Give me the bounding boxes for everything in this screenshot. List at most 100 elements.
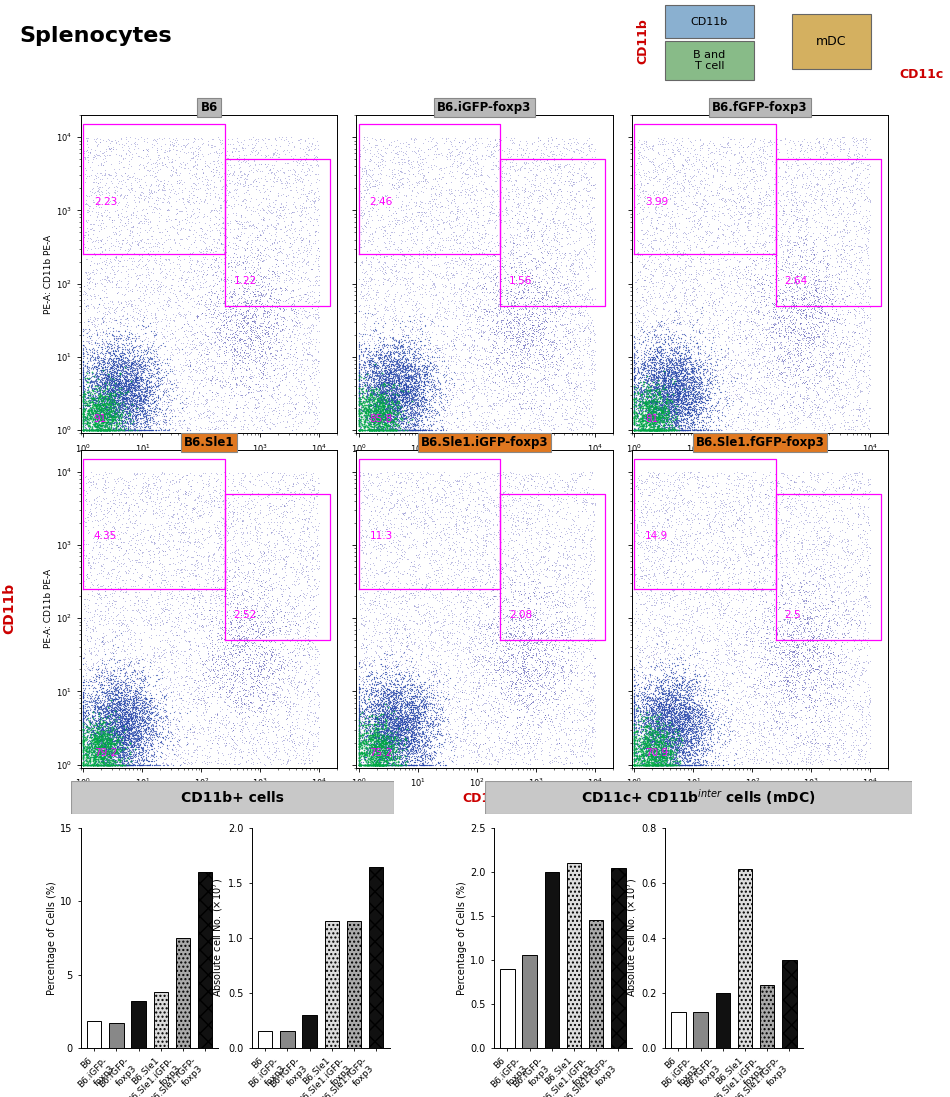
Point [244,324,259,341]
Point [99,713,114,731]
Point [499,329,514,347]
Point [684,714,699,732]
Point [661,391,676,408]
Point [208,595,223,612]
Point [121,712,136,730]
Point [115,721,130,738]
Point [369,363,384,381]
Point [651,708,666,725]
Point [430,256,446,273]
Point [417,377,432,395]
Point [519,691,534,709]
Point [123,135,138,152]
Point [825,165,840,182]
Point [495,743,510,760]
Point [740,581,755,599]
Point [426,406,441,423]
Point [379,701,394,719]
Point [762,284,777,302]
Point [311,216,326,234]
Point [361,756,376,773]
Point [658,685,674,702]
Point [116,740,131,758]
Point [129,361,144,378]
Point [356,630,371,647]
Point [652,352,667,370]
Point [247,517,262,534]
Point [655,349,670,366]
Point [627,711,642,728]
Point [361,357,376,374]
Point [515,348,530,365]
Point [656,723,672,740]
Point [229,644,244,661]
Point [76,635,91,653]
Point [102,394,117,411]
Point [378,725,393,743]
Point [102,710,117,727]
Point [660,364,675,382]
Point [546,370,561,387]
Point [521,601,536,619]
Point [677,389,693,407]
Point [273,161,288,179]
Point [820,412,835,430]
Point [375,505,390,522]
Point [806,652,821,669]
Point [104,756,119,773]
Point [158,690,173,708]
Point [762,721,777,738]
Point [846,750,862,768]
Point [401,354,416,372]
Point [552,307,567,325]
Point [657,407,673,425]
Point [627,687,642,704]
Point [250,509,265,527]
Point [450,680,465,698]
Point [835,235,850,252]
Point [380,393,395,410]
Point [652,730,667,747]
Point [656,380,672,397]
Point [463,542,478,559]
Point [117,691,132,709]
Point [682,391,697,408]
Point [124,374,139,392]
Point [671,372,686,389]
Point [113,756,128,773]
Point [252,259,267,276]
Point [90,421,105,439]
Point [179,355,194,373]
Point [384,687,399,704]
Point [823,530,838,547]
Point [672,688,687,705]
Point [284,714,299,732]
Point [514,341,529,359]
Point [852,687,867,704]
Point [644,365,659,383]
Point [139,403,154,420]
Point [454,591,469,609]
Point [636,691,651,709]
Point [134,347,149,364]
Point [639,400,655,418]
Point [629,626,644,644]
Point [793,142,808,159]
Point [629,395,644,412]
Point [522,397,537,415]
Point [358,756,373,773]
Point [234,512,249,530]
Point [86,674,102,691]
Point [404,301,419,318]
Point [649,388,664,406]
Point [407,374,422,392]
Point [738,284,753,302]
Point [164,344,180,362]
Point [804,194,819,212]
Point [672,720,687,737]
Point [660,405,675,422]
Point [176,502,191,520]
Point [370,386,386,404]
Point [481,330,496,348]
Point [94,406,109,423]
